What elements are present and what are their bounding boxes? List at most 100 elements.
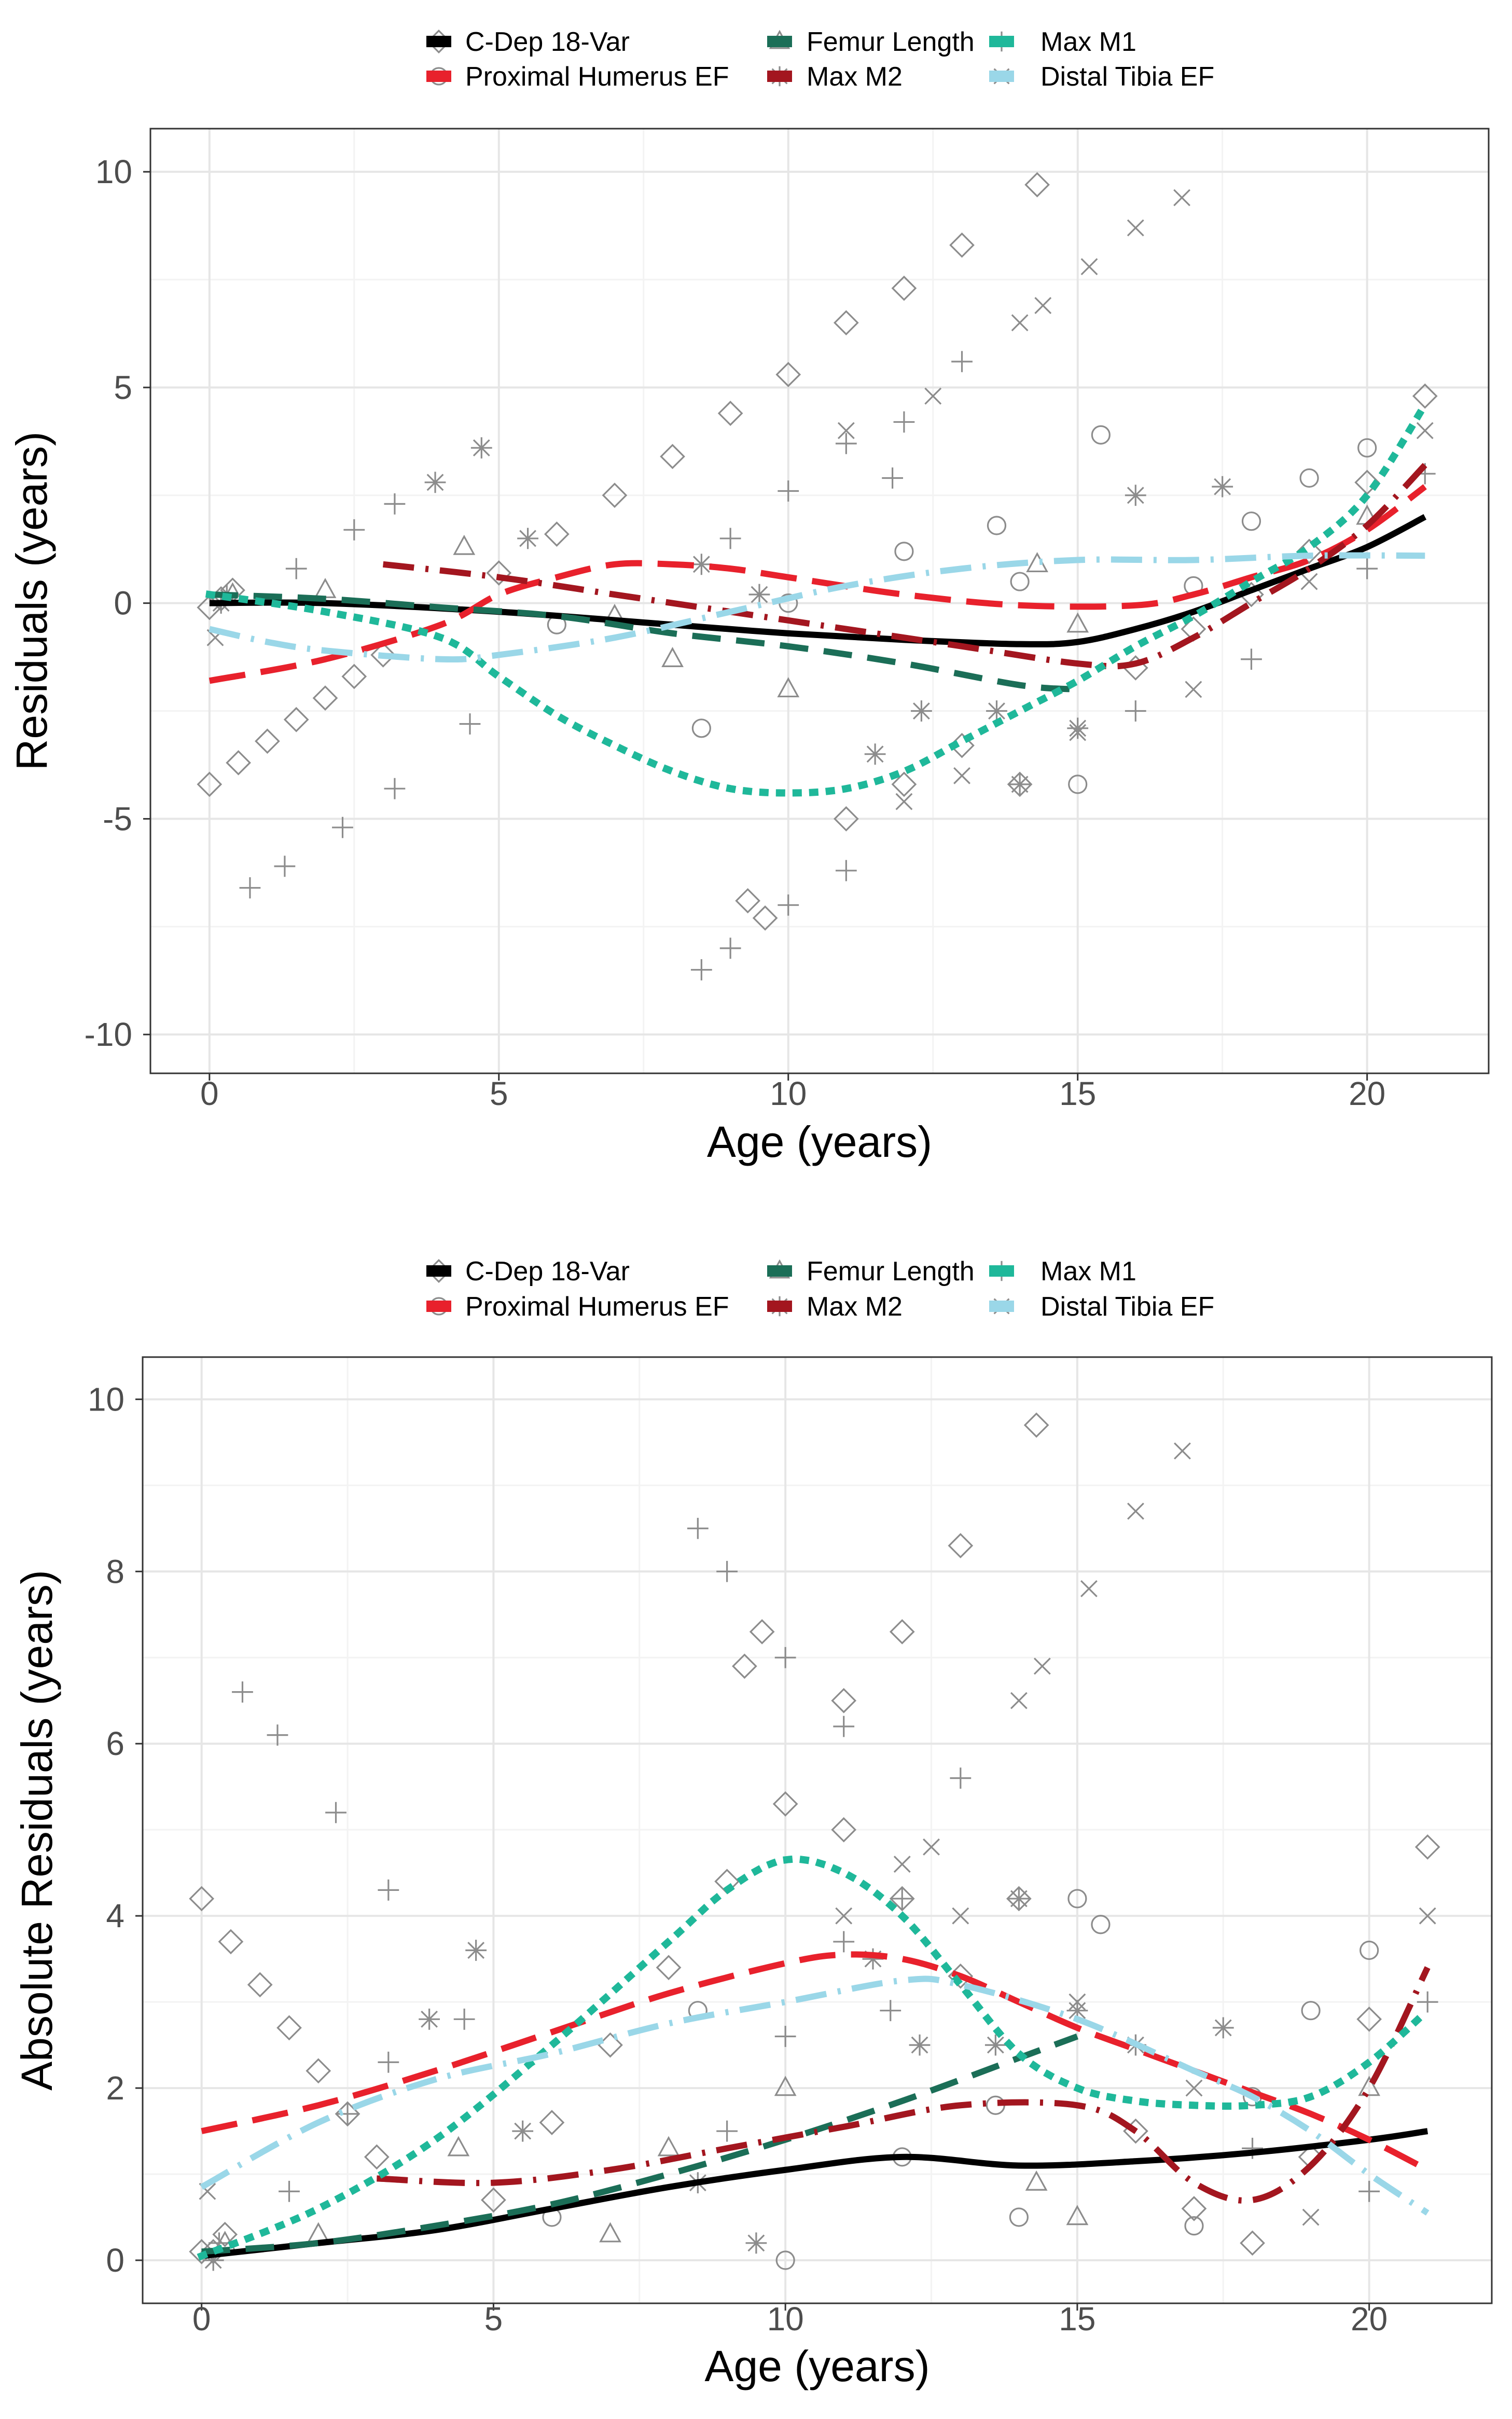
series-line-femur-length bbox=[201, 2033, 1078, 2255]
point-x bbox=[953, 767, 970, 784]
legend-label: Femur Length bbox=[807, 27, 975, 57]
point-asterisk bbox=[202, 2249, 224, 2271]
point-x bbox=[1080, 1580, 1098, 1597]
point-plus bbox=[384, 778, 406, 799]
point-circle bbox=[1357, 438, 1377, 458]
series-line-max-m2 bbox=[377, 1966, 1431, 2204]
legend-item: C-Dep 18-Var bbox=[426, 1256, 630, 1287]
legend-item: Distal Tibia EF bbox=[989, 62, 1214, 92]
point-plus bbox=[453, 2008, 475, 2030]
point-triangle bbox=[661, 647, 684, 667]
point-diamond bbox=[276, 2015, 302, 2041]
point-circle bbox=[775, 2250, 795, 2270]
point-diamond bbox=[752, 905, 778, 931]
x-tick-label: 20 bbox=[1351, 2300, 1388, 2338]
point-asterisk bbox=[748, 584, 770, 605]
point-plus bbox=[378, 1879, 399, 1901]
point-circle bbox=[1010, 572, 1030, 591]
point-plus bbox=[774, 2026, 796, 2047]
point-triangle bbox=[777, 677, 800, 698]
point-diamond bbox=[889, 1886, 915, 1912]
point-x bbox=[952, 1907, 969, 1925]
x-tick-label: 10 bbox=[770, 1075, 807, 1112]
x-tick-label: 0 bbox=[192, 2300, 211, 2338]
point-triangle bbox=[1358, 2076, 1381, 2096]
point-diamond bbox=[364, 2144, 390, 2170]
point-plus bbox=[1241, 648, 1262, 670]
point-diamond bbox=[312, 685, 338, 711]
point-diamond bbox=[218, 1929, 244, 1955]
point-plus bbox=[891, 1888, 913, 1910]
y-tick-label: 10 bbox=[95, 153, 132, 190]
point-triangle bbox=[1066, 612, 1089, 633]
point-circle bbox=[1184, 2216, 1204, 2236]
legend-item: Distal Tibia EF bbox=[989, 1292, 1214, 1322]
legend-label: C-Dep 18-Var bbox=[465, 27, 630, 57]
point-plus bbox=[880, 2000, 901, 2022]
point-asterisk bbox=[517, 528, 538, 549]
point-diamond bbox=[889, 1619, 915, 1644]
point-diamond bbox=[891, 771, 917, 797]
point-diamond bbox=[1356, 2006, 1382, 2032]
point-diamond bbox=[833, 806, 859, 832]
point-plus bbox=[239, 877, 261, 899]
point-diamond bbox=[212, 2221, 238, 2247]
point-diamond bbox=[749, 1619, 775, 1644]
point-plus bbox=[279, 2180, 300, 2202]
legend: C-Dep 18-Var Femur Length Max M1 Proximal H… bbox=[426, 1256, 1214, 1322]
x-tick-label: 10 bbox=[767, 2300, 804, 2338]
point-asterisk bbox=[419, 2008, 440, 2030]
point-x bbox=[1416, 422, 1434, 439]
point-x bbox=[1010, 1692, 1028, 1709]
point-diamond bbox=[481, 2187, 506, 2213]
legend-item: Max M1 bbox=[989, 27, 1136, 57]
y-tick-label: 0 bbox=[114, 585, 132, 622]
point-diamond bbox=[341, 664, 367, 689]
y-tick-label: 6 bbox=[106, 1725, 124, 1762]
point-plus bbox=[343, 519, 365, 541]
point-diamond bbox=[949, 232, 975, 258]
x-tick-label: 0 bbox=[200, 1075, 219, 1112]
point-plus bbox=[332, 817, 353, 838]
legend-item: Max M1 bbox=[989, 1256, 1136, 1287]
y-tick-label: 5 bbox=[114, 369, 132, 406]
point-x bbox=[1127, 219, 1144, 237]
point-diamond bbox=[831, 1817, 857, 1843]
y-tick-label: 4 bbox=[106, 1897, 124, 1934]
point-plus bbox=[325, 1802, 346, 1823]
point-asterisk bbox=[424, 472, 446, 493]
point-triangle bbox=[1066, 2205, 1089, 2226]
point-diamond bbox=[544, 521, 570, 547]
point-plus bbox=[778, 894, 799, 916]
point-asterisk bbox=[1212, 476, 1233, 497]
point-plus bbox=[716, 2120, 738, 2142]
point-circle bbox=[1091, 1915, 1111, 1934]
point-asterisk bbox=[512, 2120, 534, 2142]
series-line-max-m1 bbox=[197, 1855, 1433, 2261]
point-diamond bbox=[656, 1955, 682, 1981]
y-tick-label: -5 bbox=[103, 800, 132, 837]
point-asterisk bbox=[690, 554, 712, 575]
point-circle bbox=[1009, 2207, 1029, 2227]
point-circle bbox=[1091, 425, 1111, 445]
x-axis-title: Age (years) bbox=[707, 1117, 932, 1166]
point-x bbox=[1300, 573, 1318, 590]
legend-item: Max M2 bbox=[767, 62, 903, 92]
point-circle bbox=[894, 542, 914, 561]
point-diamond bbox=[226, 750, 251, 776]
point-plus bbox=[687, 1517, 709, 1539]
point-diamond bbox=[197, 771, 223, 797]
legend-item: Max M2 bbox=[767, 1292, 903, 1322]
point-x bbox=[1127, 1502, 1144, 1520]
point-diamond bbox=[948, 1533, 974, 1558]
point-x bbox=[835, 1907, 853, 1925]
point-plus bbox=[690, 959, 712, 980]
point-x bbox=[1173, 189, 1190, 206]
point-circle bbox=[1299, 468, 1319, 488]
point-triangle bbox=[657, 2136, 680, 2157]
point-asterisk bbox=[911, 700, 932, 722]
point-plus bbox=[835, 860, 857, 881]
point-asterisk bbox=[1212, 2017, 1234, 2039]
point-x bbox=[1011, 314, 1029, 331]
